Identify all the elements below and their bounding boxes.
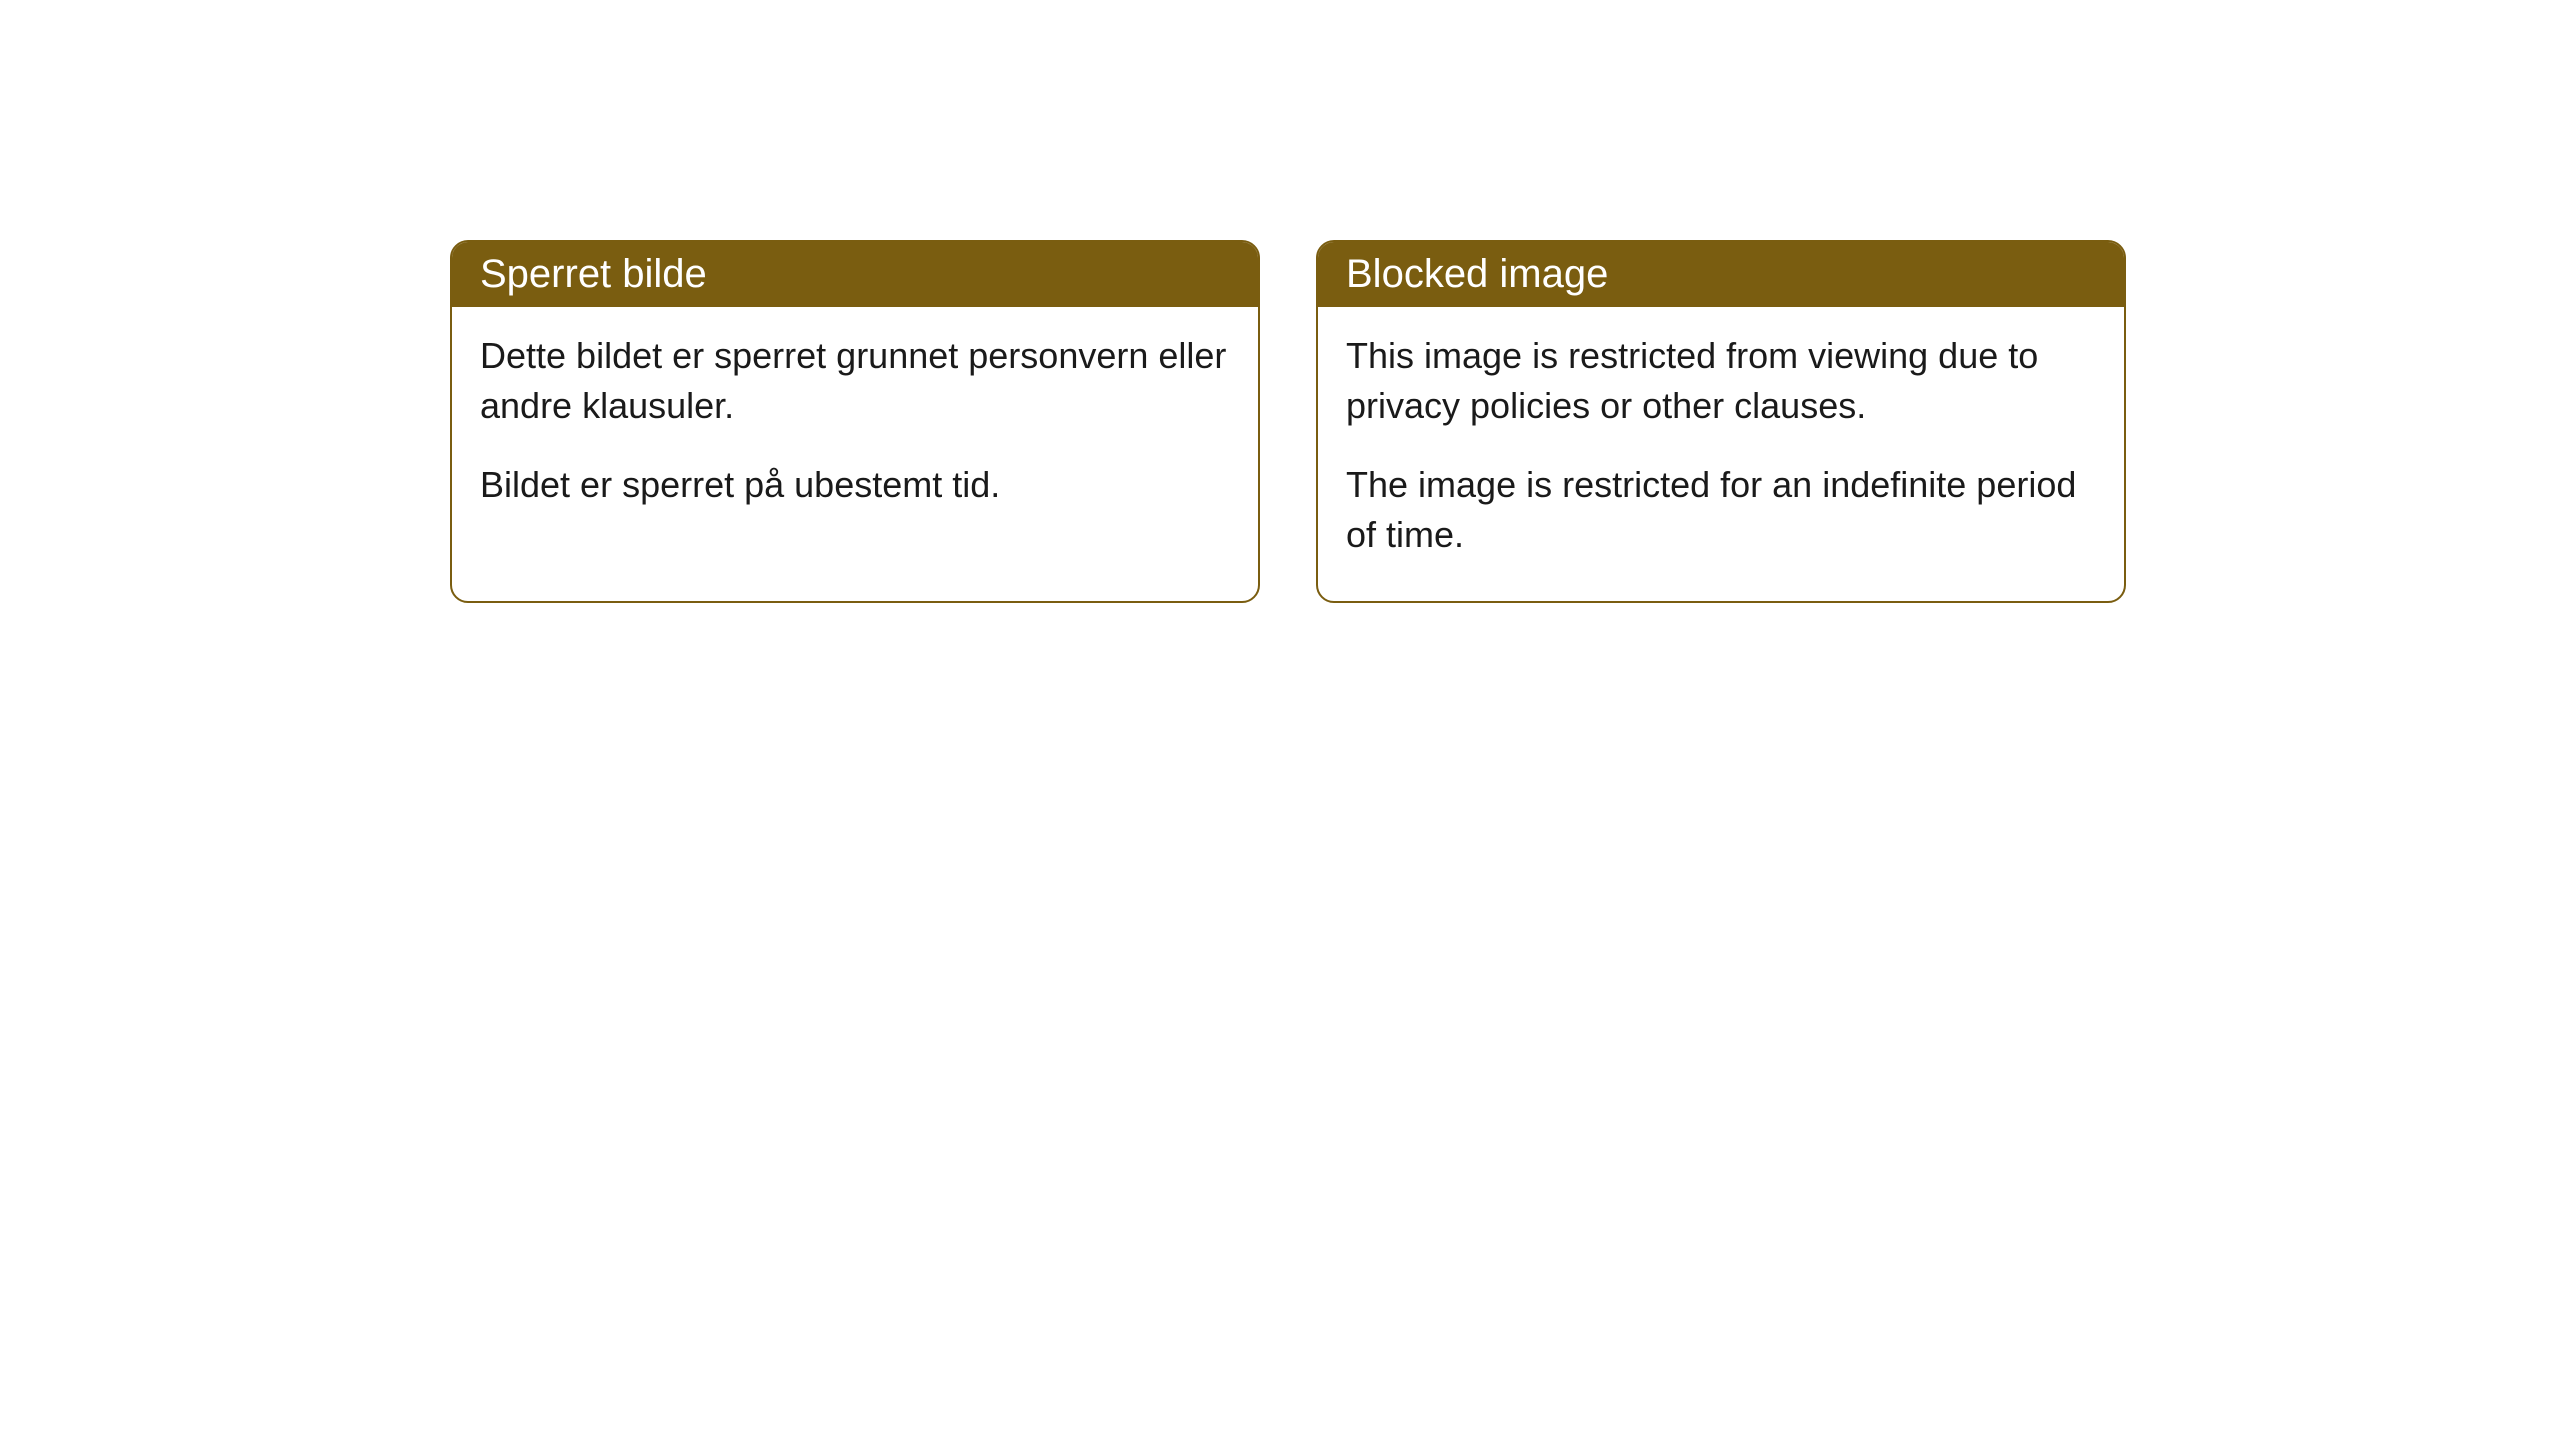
card-body-norwegian: Dette bildet er sperret grunnet personve… <box>452 307 1258 550</box>
card-title: Blocked image <box>1346 252 1608 296</box>
card-paragraph: Dette bildet er sperret grunnet personve… <box>480 331 1230 432</box>
notice-card-english: Blocked image This image is restricted f… <box>1316 240 2126 603</box>
card-paragraph: The image is restricted for an indefinit… <box>1346 460 2096 561</box>
card-header-norwegian: Sperret bilde <box>452 242 1258 307</box>
card-body-english: This image is restricted from viewing du… <box>1318 307 2124 601</box>
card-paragraph: Bildet er sperret på ubestemt tid. <box>480 460 1230 510</box>
card-header-english: Blocked image <box>1318 242 2124 307</box>
card-title: Sperret bilde <box>480 252 707 296</box>
card-paragraph: This image is restricted from viewing du… <box>1346 331 2096 432</box>
notice-container: Sperret bilde Dette bildet er sperret gr… <box>450 240 2126 603</box>
notice-card-norwegian: Sperret bilde Dette bildet er sperret gr… <box>450 240 1260 603</box>
